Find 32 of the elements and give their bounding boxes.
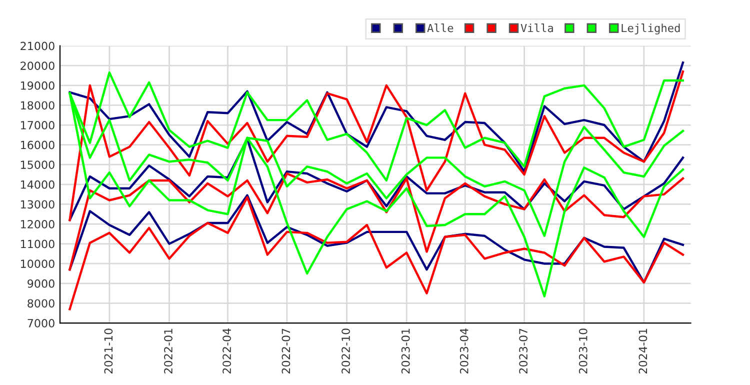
line-series [68,138,684,222]
y-tick-label: 14000 [21,180,54,189]
x-tick-label: 2023-10 [578,328,588,374]
y-tick-label: 17000 [21,120,54,130]
y-tick-label: 12000 [21,220,54,228]
x-tick-label: 2022-04 [222,328,231,374]
y-tick-label: 8000 [28,299,54,308]
line-series [68,62,684,173]
legend-label: Lejlighed [622,24,680,34]
y-tick-label: 19000 [21,81,54,90]
y-tick-label: 10000 [21,260,54,268]
x-tick-label: 2022-10 [342,328,350,374]
y-tick-label: 11000 [21,240,54,248]
x-tick-label: 2023-07 [519,328,528,374]
legend-label: Alle [427,24,454,32]
y-tick-label: 20000 [20,62,54,70]
x-tick-label: 2022-07 [282,328,290,374]
line-series [68,172,684,271]
x-tick-label: 2021-10 [104,328,113,374]
y-tick-label: 7000 [28,318,54,328]
y-tick-label: 13000 [21,200,54,209]
x-tick-label: 2022-01 [164,328,172,374]
y-tick-label: 9000 [28,279,54,288]
y-tick-label: 15000 [21,160,54,169]
y-tick-label: 21000 [20,42,54,50]
x-tick-label: 2023-04 [460,328,468,374]
x-tick-label: 2023-01 [401,328,410,374]
legend-label: Villa [520,24,553,32]
y-tick-label: 18000 [21,101,54,110]
line-series [68,196,684,310]
x-tick-label: 2024-01 [638,328,648,374]
y-tick-label: 16000 [21,140,54,150]
